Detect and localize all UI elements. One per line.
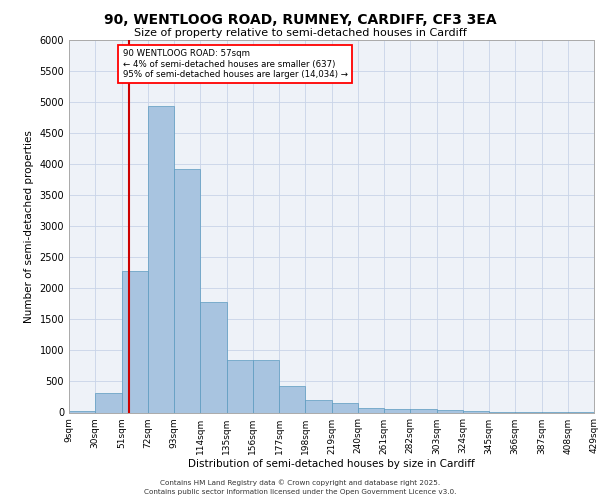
Text: Contains HM Land Registry data © Crown copyright and database right 2025.: Contains HM Land Registry data © Crown c… xyxy=(160,480,440,486)
Bar xyxy=(148,106,174,412)
Bar xyxy=(227,360,253,412)
Bar xyxy=(253,360,279,412)
Bar xyxy=(279,386,305,412)
X-axis label: Distribution of semi-detached houses by size in Cardiff: Distribution of semi-detached houses by … xyxy=(188,460,475,469)
Bar xyxy=(437,410,463,412)
Bar xyxy=(174,169,200,412)
Bar xyxy=(410,409,437,412)
Bar xyxy=(122,271,148,412)
Text: Size of property relative to semi-detached houses in Cardiff: Size of property relative to semi-detach… xyxy=(134,28,466,38)
Bar xyxy=(384,410,410,412)
Bar xyxy=(200,302,227,412)
Bar xyxy=(305,400,332,412)
Y-axis label: Number of semi-detached properties: Number of semi-detached properties xyxy=(24,130,34,322)
Bar xyxy=(332,403,358,412)
Bar xyxy=(69,410,95,412)
Text: Contains public sector information licensed under the Open Government Licence v3: Contains public sector information licen… xyxy=(144,489,456,495)
Text: 90 WENTLOOG ROAD: 57sqm
← 4% of semi-detached houses are smaller (637)
95% of se: 90 WENTLOOG ROAD: 57sqm ← 4% of semi-det… xyxy=(123,50,348,79)
Bar xyxy=(358,408,384,412)
Bar xyxy=(95,394,121,412)
Text: 90, WENTLOOG ROAD, RUMNEY, CARDIFF, CF3 3EA: 90, WENTLOOG ROAD, RUMNEY, CARDIFF, CF3 … xyxy=(104,12,496,26)
